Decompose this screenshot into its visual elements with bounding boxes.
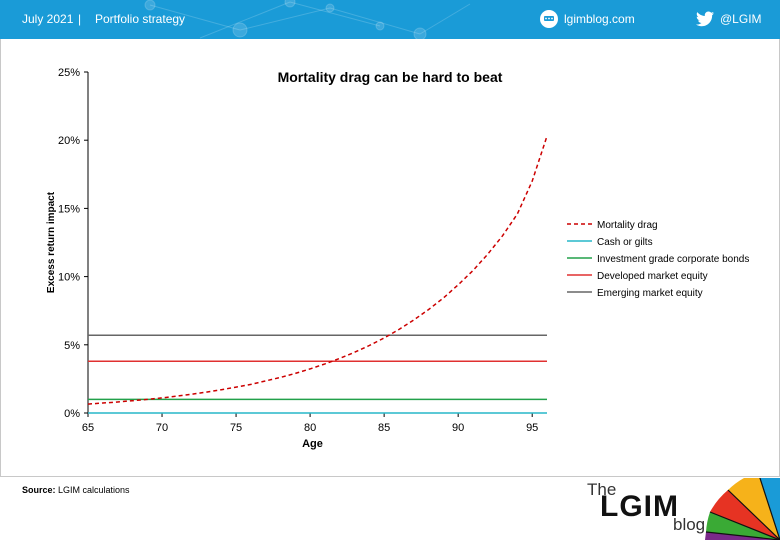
header-date: July 2021 (22, 12, 74, 26)
source-text: LGIM calculations (58, 485, 130, 495)
y-tick-label: 0% (64, 408, 80, 420)
legend-label: Cash or gilts (597, 237, 653, 248)
y-tick-label: 5% (64, 340, 80, 352)
chart-title: Mortality drag can be hard to beat (277, 69, 503, 85)
website-icon[interactable] (540, 10, 558, 28)
legend-label: Mortality drag (597, 220, 658, 231)
x-tick-label: 65 (82, 422, 94, 434)
source-note: Source: LGIM calculations (22, 485, 130, 495)
x-axis-label: Age (302, 438, 323, 450)
header-banner: July 2021 | Portfolio strategy lgimblog.… (0, 0, 780, 39)
x-tick-label: 80 (304, 422, 316, 434)
header-section: Portfolio strategy (95, 12, 186, 26)
legend-label: Emerging market equity (597, 288, 703, 299)
x-tick-label: 90 (452, 422, 464, 434)
network-pattern (144, 0, 471, 39)
chart: 0% 5% 10% 15% 20% 25% 65 70 75 80 85 90 95 Age Excess … (46, 67, 749, 450)
header-separator: | (78, 12, 82, 26)
legend-label: Investment grade corporate bonds (597, 254, 749, 265)
x-tick-label: 95 (526, 422, 538, 434)
y-tick-label: 20% (58, 135, 80, 147)
twitter-handle[interactable]: @LGIM (720, 12, 762, 26)
twitter-icon[interactable] (696, 11, 714, 27)
legend-label: Developed market equity (597, 271, 708, 282)
logo-the: The (587, 480, 617, 499)
x-tick-label: 70 (156, 422, 168, 434)
y-tick-label: 15% (58, 203, 80, 215)
y-axis-label: Excess return impact (46, 191, 57, 293)
website-link[interactable]: lgimblog.com (564, 12, 635, 26)
logo-blog: blog (673, 515, 706, 534)
source-label: Source: (22, 485, 56, 495)
blog-logo-graphic (705, 478, 780, 540)
series-line-mortality-drag (87, 135, 548, 405)
y-tick-label: 10% (58, 272, 80, 284)
x-tick-label: 85 (378, 422, 390, 434)
y-tick-label: 25% (58, 67, 80, 79)
x-tick-label: 75 (230, 422, 242, 434)
logo-lgim: LGIM (600, 490, 679, 523)
